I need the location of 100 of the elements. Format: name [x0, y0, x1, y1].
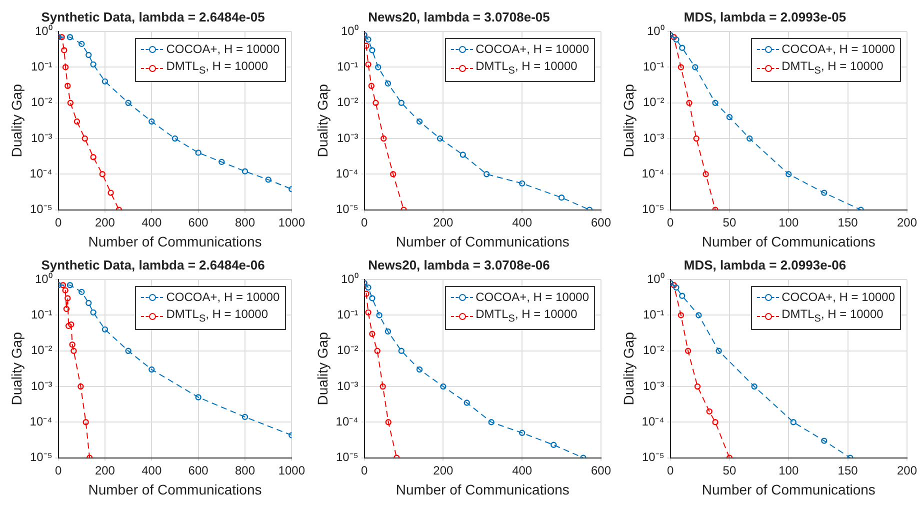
point — [64, 295, 71, 302]
point — [679, 44, 686, 51]
y-tick-label: 10⁻¹ — [336, 60, 358, 74]
point — [364, 42, 370, 49]
point — [550, 442, 557, 448]
point — [678, 312, 684, 318]
point — [368, 82, 375, 89]
point — [518, 180, 526, 187]
y-tick-label: 10⁻¹ — [642, 308, 664, 322]
point — [751, 383, 758, 390]
y-tick-label: 10⁻² — [30, 95, 52, 110]
point — [460, 152, 466, 158]
x-axis-title: Number of Communications — [88, 233, 262, 250]
point — [693, 135, 700, 142]
point — [86, 300, 92, 306]
point — [365, 284, 372, 291]
point — [369, 295, 376, 302]
point — [416, 366, 423, 373]
y-tick-label: 10⁰ — [646, 24, 664, 38]
point — [369, 47, 376, 54]
x-tick-label: 600 — [188, 215, 209, 230]
x-tick-label: 0 — [54, 463, 62, 478]
legend-label: COCOA+, H = 10000 — [476, 40, 589, 58]
chart-title: News20, lambda = 3.0708e-05 — [368, 9, 550, 24]
point — [364, 290, 370, 297]
x-tick-label: 400 — [512, 463, 532, 478]
y-tick-label: 10⁻² — [642, 95, 664, 110]
y-tick-label: 10⁻² — [642, 343, 664, 358]
x-tick-label: 400 — [142, 215, 162, 230]
x-axis-title: Number of Communications — [702, 233, 876, 250]
y-tick-label: 10⁰ — [340, 272, 358, 286]
legend-label: COCOA+, H = 10000 — [166, 40, 280, 58]
y-tick-label: 10⁻⁵ — [642, 202, 664, 216]
y-tick-label: 10⁻² — [30, 343, 52, 358]
point — [63, 306, 70, 312]
x-tick-label: 800 — [234, 215, 256, 230]
point — [108, 190, 114, 196]
point — [62, 64, 69, 70]
y-tick-label: 10⁻⁵ — [30, 450, 52, 464]
point — [464, 400, 470, 406]
x-tick-label: 0 — [360, 215, 368, 230]
point — [385, 419, 392, 426]
x-tick-label: 0 — [360, 463, 368, 478]
x-tick-label: 150 — [838, 463, 858, 478]
legend-label: DMTL$_{S}$, H = 10000 — [476, 306, 578, 326]
y-tick-label: 10⁻⁵ — [30, 202, 52, 216]
point — [702, 171, 709, 178]
point — [692, 64, 698, 70]
y-axis-title: Duality Gap — [8, 84, 24, 158]
x-tick-label: 800 — [234, 463, 256, 478]
y-tick-label: 10⁻⁴ — [30, 414, 52, 428]
point — [679, 292, 686, 299]
x-tick-label: 200 — [433, 215, 454, 230]
x-tick-label: 0 — [666, 463, 674, 478]
point — [712, 419, 718, 426]
point — [694, 383, 701, 390]
point — [374, 348, 380, 354]
point — [62, 287, 68, 294]
point — [125, 348, 132, 354]
y-tick-label: 10⁻² — [336, 343, 358, 358]
point — [821, 190, 828, 196]
point — [673, 284, 680, 291]
x-tick-label: 50 — [722, 215, 736, 230]
y-tick-label: 10⁰ — [646, 272, 664, 286]
point — [716, 348, 722, 354]
x-tick-label: 150 — [838, 215, 858, 230]
y-tick-label: 10⁻³ — [642, 130, 664, 145]
x-tick-label: 200 — [94, 215, 116, 230]
legend-label: DMTL$_{S}$, H = 10000 — [782, 58, 884, 78]
y-tick-label: 10⁰ — [340, 24, 358, 38]
x-tick-label: 0 — [666, 215, 674, 230]
x-tick-label: 50 — [722, 463, 736, 478]
point — [821, 438, 828, 444]
chart-title: Synthetic Data, lambda = 2.6484e-05 — [41, 9, 265, 24]
point — [380, 135, 387, 142]
y-tick-label: 10⁻¹ — [642, 60, 664, 74]
y-axis-title: Duality Gap — [314, 332, 330, 406]
point — [790, 419, 796, 426]
y-tick-label: 10⁰ — [34, 24, 52, 38]
legend-label: COCOA+, H = 10000 — [782, 288, 895, 306]
chart-title: MDS, lambda = 2.0993e-05 — [684, 9, 846, 24]
x-tick-label: 400 — [512, 215, 532, 230]
point — [380, 383, 386, 390]
y-tick-label: 10⁻³ — [30, 130, 52, 145]
y-axis-title: Duality Gap — [620, 332, 636, 406]
y-tick-label: 10⁻¹ — [336, 308, 358, 322]
y-tick-label: 10⁻⁵ — [336, 202, 358, 216]
point — [78, 40, 85, 48]
point — [82, 135, 88, 142]
chart-title: MDS, lambda = 2.0993e-06 — [684, 257, 846, 272]
y-tick-label: 10⁻³ — [336, 130, 358, 145]
x-tick-label: 100 — [778, 215, 799, 230]
x-tick-label: 600 — [590, 215, 612, 230]
point — [66, 34, 74, 40]
point — [78, 288, 85, 296]
x-tick-label: 1000 — [278, 215, 306, 230]
point — [67, 100, 74, 106]
point — [61, 47, 68, 54]
point — [726, 114, 733, 120]
point — [684, 348, 692, 354]
